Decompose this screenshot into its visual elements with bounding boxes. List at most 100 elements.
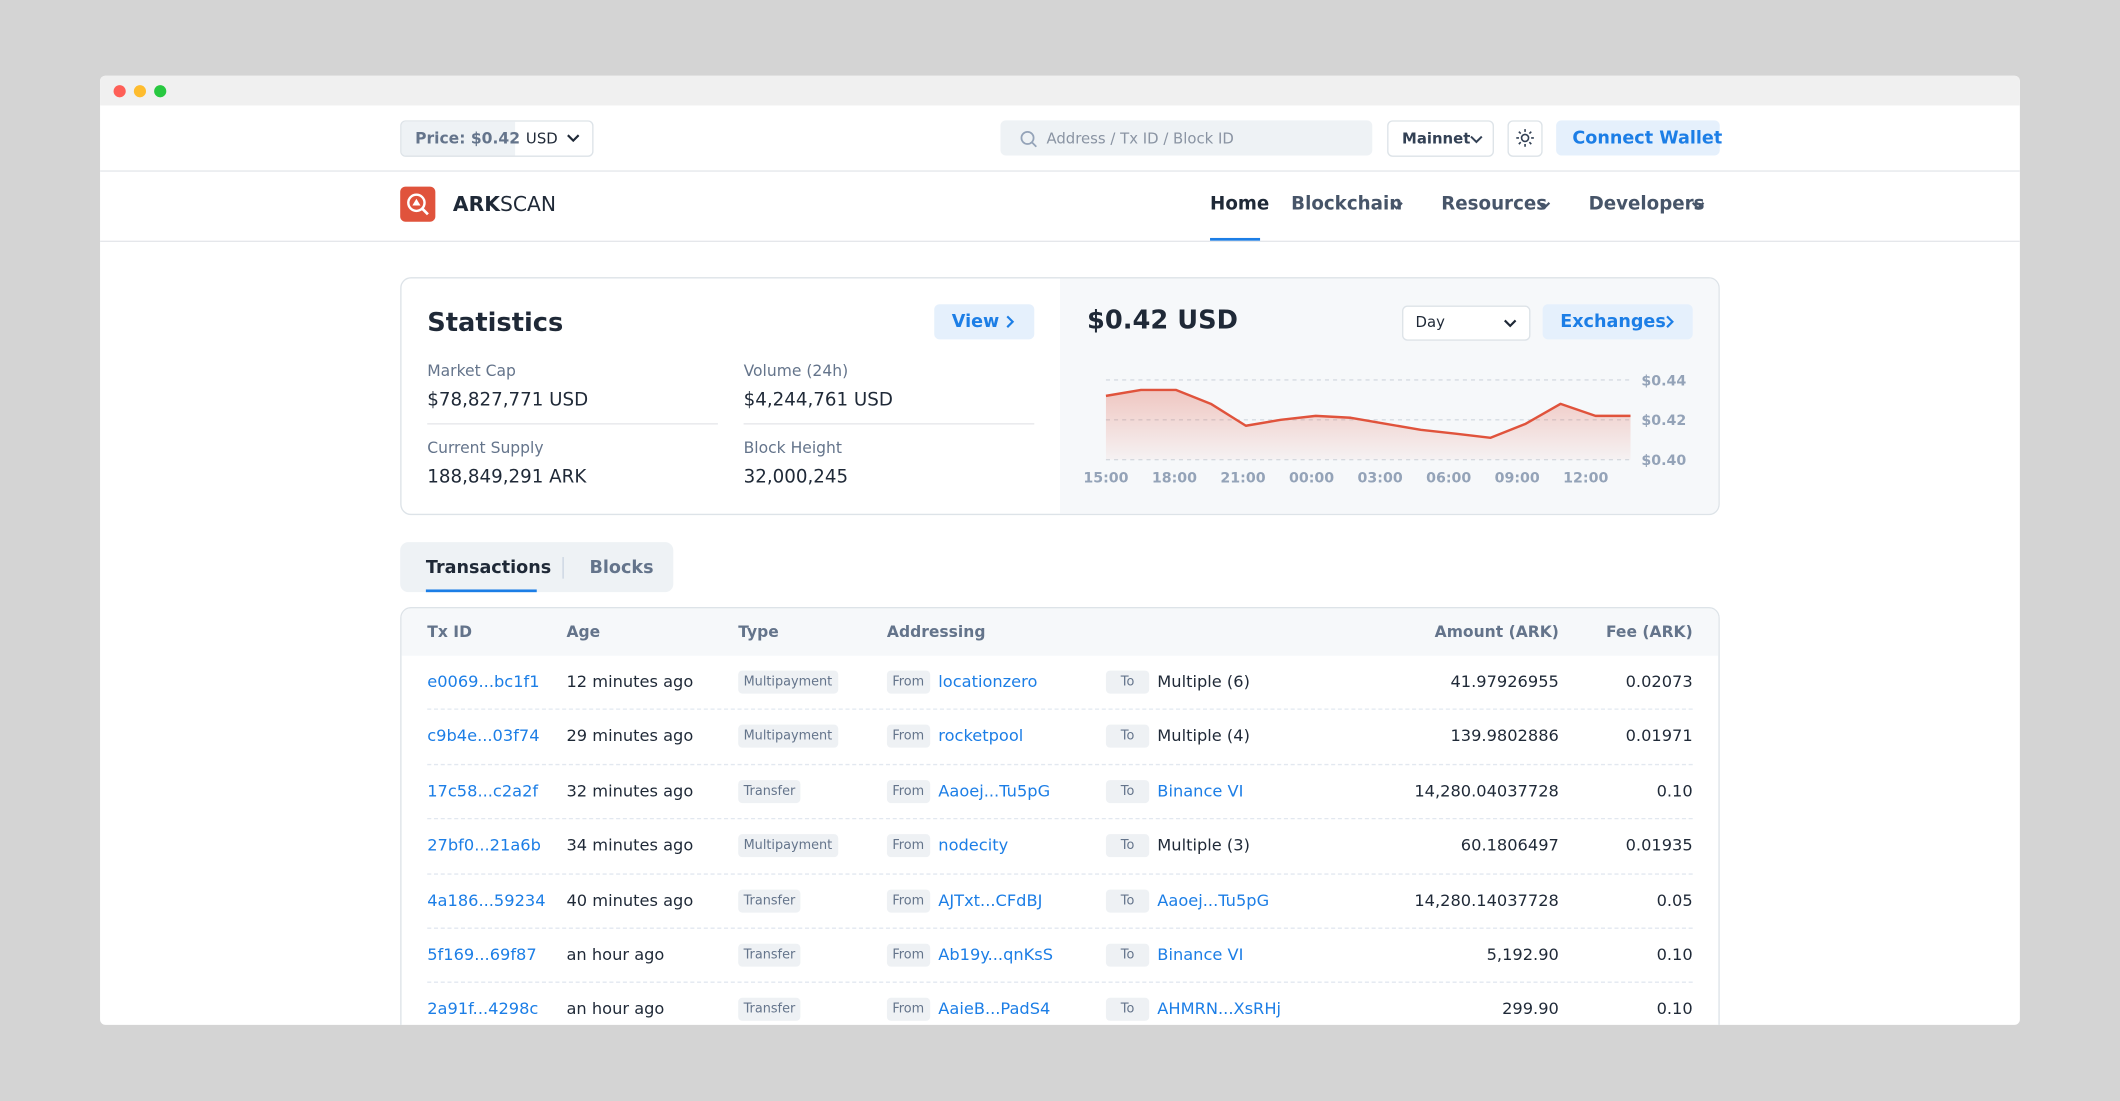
y-tick-label: $0.44 xyxy=(1641,373,1686,389)
from-badge: From xyxy=(886,779,930,803)
connect-label: Connect Wallet xyxy=(1572,128,1723,149)
logo[interactable] xyxy=(400,186,436,222)
period: Day xyxy=(1415,313,1445,332)
to-address[interactable]: Binance VI xyxy=(1157,781,1244,801)
area xyxy=(1105,389,1631,460)
row-divider xyxy=(427,763,1693,765)
price-chart: $0.44 $0.42 $0.40 15:00 18:00 21:00 00:00 03:00… xyxy=(1083,373,1686,487)
price-title: $0.42 USD xyxy=(1087,305,1238,336)
to-badge: To xyxy=(1105,998,1150,1022)
active-underline xyxy=(1210,237,1261,241)
y-tick-label: $0.42 xyxy=(1641,413,1686,429)
nav-item[interactable]: Home xyxy=(1210,193,1270,215)
stat-label: Current Supply xyxy=(427,438,544,457)
divider xyxy=(100,170,2020,172)
age: an hour ago xyxy=(566,999,665,1019)
x-tick-label: 12:00 xyxy=(1563,471,1608,487)
from-badge: From xyxy=(886,834,930,858)
from-address[interactable]: Ab19y...qnKsS xyxy=(938,945,1054,964)
from-badge: From xyxy=(886,670,930,694)
close-dot[interactable] xyxy=(113,85,126,98)
x-tick-label: 06:00 xyxy=(1426,471,1471,487)
x-tick-label: 18:00 xyxy=(1152,471,1197,487)
from-address[interactable]: AaieB...PadS4 xyxy=(938,999,1051,1019)
type-badge: Transfer xyxy=(738,779,801,803)
x-tick-label: 09:00 xyxy=(1495,471,1540,487)
chevron xyxy=(567,134,580,143)
from-address[interactable]: Aaoej...Tu5pG xyxy=(938,781,1051,801)
y-tick-label: $0.40 xyxy=(1641,453,1686,469)
tx-id[interactable]: e0069...bc1f1 xyxy=(427,671,540,691)
view-button[interactable]: View xyxy=(934,304,1035,340)
amount: 5,192.90 xyxy=(1486,945,1559,964)
column-header: Tx ID xyxy=(427,621,472,641)
from-badge: From xyxy=(886,725,930,749)
price: Price: $0.42 xyxy=(415,128,521,148)
age: 29 minutes ago xyxy=(566,726,694,746)
amount: 14,280.04037728 xyxy=(1414,781,1559,801)
from-address[interactable]: AJTxt...CFdBJ xyxy=(938,890,1043,910)
from-address[interactable]: locationzero xyxy=(938,671,1038,691)
currency-select[interactable]: USD xyxy=(525,129,558,148)
tab[interactable]: Blocks xyxy=(589,558,654,579)
column-header: Fee (ARK) xyxy=(1605,621,1693,641)
age: 34 minutes ago xyxy=(566,835,694,855)
zoom-dot[interactable] xyxy=(154,85,167,98)
nav-item[interactable]: Resources xyxy=(1441,193,1548,215)
column-header: Amount (ARK) xyxy=(1434,621,1559,641)
nav-item[interactable]: Developers xyxy=(1588,193,1705,215)
tab-separator xyxy=(562,557,564,579)
to-badge: To xyxy=(1105,779,1150,803)
tx-id[interactable]: 5f169...69f87 xyxy=(427,945,537,964)
age: an hour ago xyxy=(566,945,665,964)
chevron xyxy=(1470,135,1483,144)
minimize-dot[interactable] xyxy=(133,85,147,98)
stat-label: Market Cap xyxy=(427,360,516,380)
tx-id[interactable]: 27bf0...21a6b xyxy=(427,835,541,855)
period-select[interactable]: Day xyxy=(1402,305,1531,341)
tx-id[interactable]: 2a91f...4298c xyxy=(427,999,539,1019)
stats-title: Statistics xyxy=(427,308,564,338)
stats-card: Statistics View $0.42 USD Day Exchanges … xyxy=(400,277,1720,516)
brand: ARKSCAN xyxy=(453,191,557,217)
type-badge: Multipayment xyxy=(738,834,838,858)
to-address: Multiple (4) xyxy=(1157,726,1250,746)
to-address[interactable]: Aaoej...Tu5pG xyxy=(1157,890,1270,910)
title-bar xyxy=(100,75,2020,106)
table-header xyxy=(401,608,1719,656)
to-address[interactable]: AHMRN...XsRHj xyxy=(1157,999,1282,1019)
column-header: Type xyxy=(738,621,779,641)
nav-item[interactable]: Blockchain xyxy=(1291,193,1403,215)
from-badge: From xyxy=(886,998,930,1022)
column-header: Addressing xyxy=(886,621,986,641)
row-divider xyxy=(427,927,1693,929)
stat-label: Volume (24h) xyxy=(743,360,849,380)
from-address[interactable]: rocketpool xyxy=(938,726,1024,746)
to-address[interactable]: Binance VI xyxy=(1157,945,1244,964)
network-select[interactable]: Mainnet xyxy=(1387,120,1494,157)
tx-id[interactable]: 17c58...c2a2f xyxy=(427,781,539,801)
theme-toggle[interactable] xyxy=(1507,120,1543,157)
tx-id[interactable]: c9b4e...03f74 xyxy=(427,726,540,746)
brand-rest: SCAN xyxy=(499,191,557,217)
row-divider xyxy=(427,872,1693,875)
tab-active[interactable]: Transactions xyxy=(425,558,552,579)
transactions-table: Tx ID Age Type Addressing Amount (ARK) Fee (A… xyxy=(400,607,1720,1025)
divider xyxy=(743,423,1035,425)
divider xyxy=(427,423,718,425)
price-line xyxy=(1105,388,1631,439)
type-badge: Transfer xyxy=(738,998,801,1022)
fee: 0.10 xyxy=(1656,781,1693,801)
connect-wallet[interactable]: Connect Wallet xyxy=(1556,120,1723,156)
search-box[interactable]: Address / Tx ID / Block ID xyxy=(1000,120,1373,156)
exchanges-button[interactable]: Exchanges xyxy=(1542,304,1693,340)
from-address[interactable]: nodecity xyxy=(938,835,1009,855)
to-badge: To xyxy=(1105,834,1150,858)
tx-id[interactable]: 4a186...59234 xyxy=(427,890,546,910)
amount: 299.90 xyxy=(1502,999,1559,1019)
browser-window: Price: $0.42 USD Address / Tx ID / Block… xyxy=(100,75,2020,1025)
sun-icon xyxy=(1516,129,1534,147)
to-badge: To xyxy=(1105,725,1150,749)
to-badge: To xyxy=(1105,670,1150,694)
